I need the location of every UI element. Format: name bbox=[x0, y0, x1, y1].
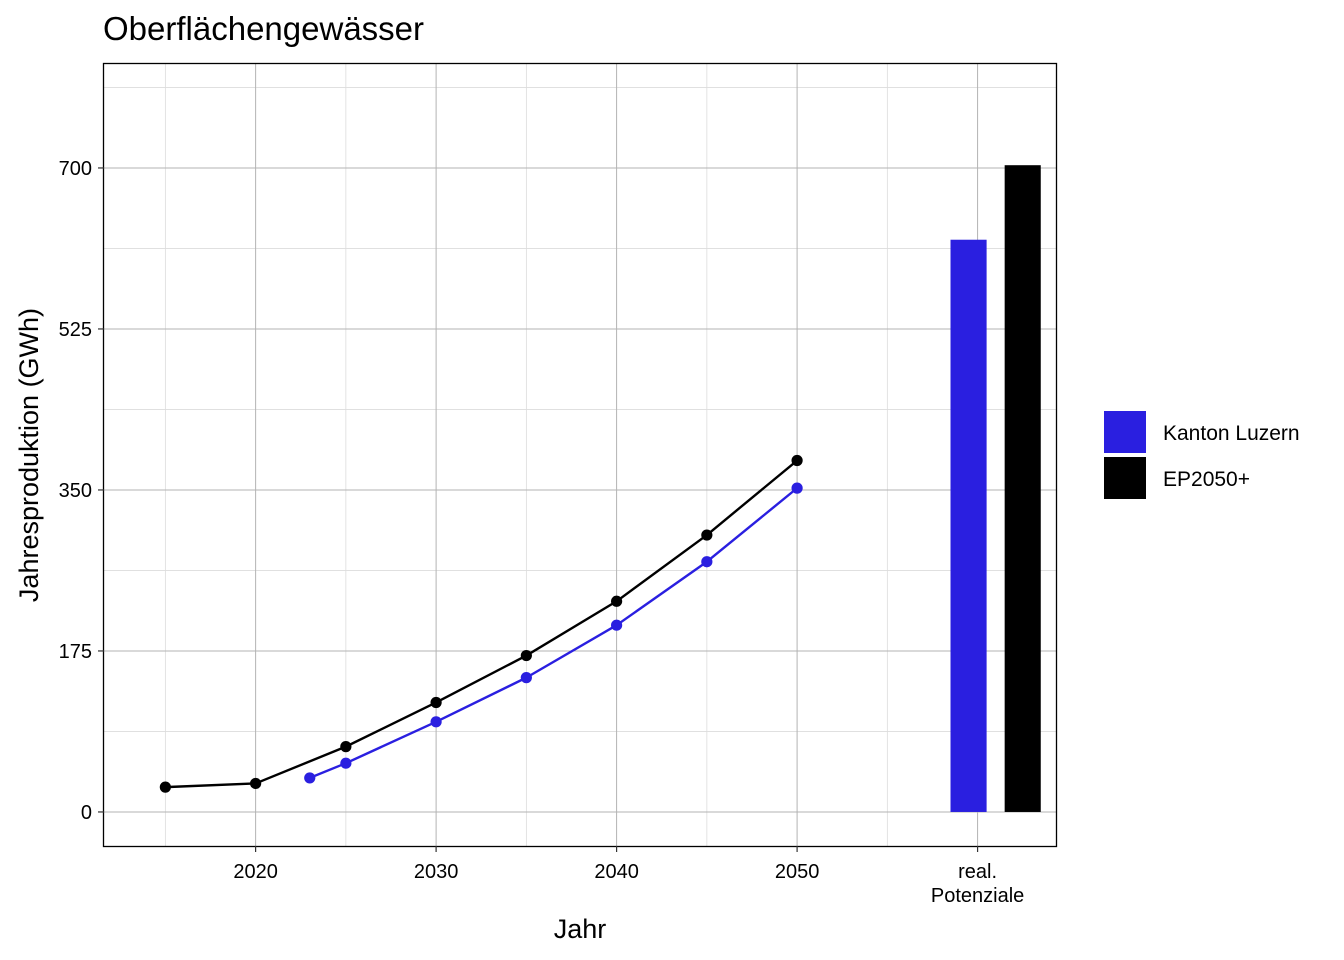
legend-label-1: EP2050+ bbox=[1163, 468, 1250, 491]
x-axis-ticks: 2020 2030 2040 2050 real.Potenziale bbox=[233, 846, 1024, 907]
panel-border bbox=[102, 62, 1058, 848]
x-tick-label: 2040 bbox=[594, 861, 639, 883]
data-point bbox=[340, 757, 352, 769]
y-tick-label: 525 bbox=[59, 319, 92, 341]
data-point bbox=[791, 454, 803, 467]
x-tick-label: 2030 bbox=[414, 861, 459, 883]
potential-bar-1 bbox=[1004, 165, 1041, 812]
legend-key-1 bbox=[1104, 457, 1146, 499]
y-tick-label: 175 bbox=[59, 641, 92, 663]
data-point bbox=[701, 556, 713, 568]
y-axis-title: Jahresproduktion (GWh) bbox=[14, 308, 44, 602]
x-tick-label-potenziale: Potenziale bbox=[931, 885, 1024, 907]
chart-title: Oberflächengewässer bbox=[103, 10, 424, 47]
data-point bbox=[159, 781, 171, 793]
y-tick-label: 0 bbox=[81, 802, 92, 824]
grid-minor bbox=[104, 64, 1057, 846]
y-tick-label: 700 bbox=[59, 158, 92, 180]
y-tick-label: 350 bbox=[59, 480, 92, 502]
data-point bbox=[304, 772, 316, 784]
x-tick-label-potenziale: real. bbox=[958, 861, 997, 883]
data-point bbox=[340, 741, 352, 753]
potential-bar-0 bbox=[950, 239, 987, 812]
data-point bbox=[701, 529, 713, 541]
legend: Kanton Luzern EP2050+ bbox=[1104, 411, 1300, 499]
legend-key-0 bbox=[1104, 411, 1146, 453]
data-point bbox=[250, 777, 262, 790]
x-tick-label: 2020 bbox=[233, 861, 278, 883]
data-point bbox=[610, 619, 623, 631]
y-axis-ticks: 0 175 350 525 700 bbox=[59, 158, 104, 824]
grid-major bbox=[104, 64, 1057, 846]
potential-bars bbox=[950, 165, 1041, 812]
data-point bbox=[520, 649, 532, 662]
data-point bbox=[791, 482, 803, 494]
legend-label-0: Kanton Luzern bbox=[1163, 422, 1300, 445]
series-line-1 bbox=[165, 459, 798, 789]
x-tick-label: 2050 bbox=[775, 861, 820, 883]
series-points bbox=[159, 454, 803, 793]
data-point bbox=[610, 595, 623, 607]
series-line-0 bbox=[309, 487, 798, 780]
data-point bbox=[520, 672, 532, 684]
data-point bbox=[430, 716, 442, 728]
x-axis-title: Jahr bbox=[554, 914, 607, 944]
data-point bbox=[430, 696, 442, 709]
series-lines bbox=[165, 459, 798, 789]
